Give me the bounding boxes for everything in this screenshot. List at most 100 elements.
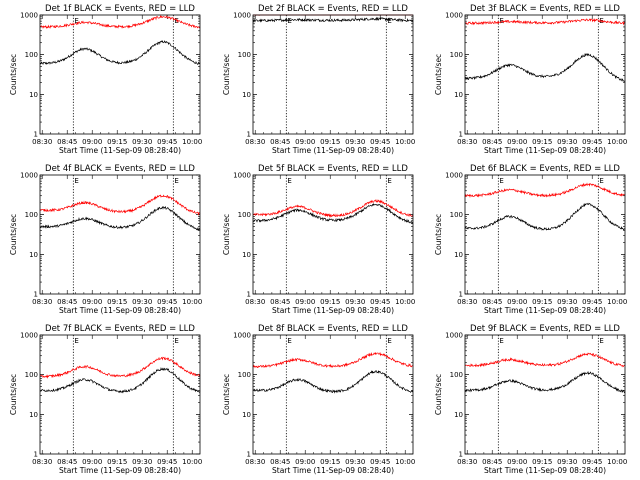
- series-line-lld: [39, 356, 201, 379]
- x-axis-label: Start Time (11-Sep-09 08:28:40): [484, 466, 606, 475]
- y-tick-label: 10: [29, 411, 38, 419]
- series-line-events: [39, 366, 201, 394]
- x-tick-label: 09:30: [557, 458, 577, 466]
- event-marker-label: E: [287, 17, 291, 25]
- x-tick-label: 09:45: [582, 138, 602, 146]
- plot-frame: [464, 334, 626, 455]
- y-tick-label: 1: [247, 291, 251, 299]
- series-line-events: [39, 40, 201, 66]
- x-axis-label: Start Time (11-Sep-09 08:28:40): [272, 146, 394, 155]
- y-tick-label: 100: [25, 51, 38, 59]
- series-line-lld: [39, 14, 201, 29]
- x-tick-label: 08:45: [482, 138, 502, 146]
- y-tick-label: 1: [247, 131, 251, 139]
- x-tick-label: 08:45: [57, 458, 77, 466]
- series-line-lld: [252, 351, 414, 369]
- x-tick-label: 09:30: [345, 298, 365, 306]
- x-axis-label: Start Time (11-Sep-09 08:28:40): [272, 466, 394, 475]
- series-line-events: [464, 370, 626, 394]
- x-tick-label: 09:30: [557, 138, 577, 146]
- series-line-events: [252, 16, 413, 23]
- x-tick-label: 08:45: [57, 138, 77, 146]
- y-tick-label: 1000: [233, 12, 251, 20]
- x-tick-label: 08:30: [457, 138, 477, 146]
- chart-panel-4: Det 4f BLACK = Events, RED = LLD 1 10 100 10…: [9, 164, 202, 315]
- x-tick-label: 08:30: [245, 458, 265, 466]
- x-tick-label: 09:15: [532, 298, 552, 306]
- plot-frame: [252, 174, 414, 295]
- x-tick-label: 09:45: [157, 458, 177, 466]
- series-line-events: [464, 202, 626, 231]
- x-tick-label: 10:00: [607, 298, 627, 306]
- x-tick-label: 08:30: [245, 298, 265, 306]
- y-tick-label: 100: [25, 371, 38, 379]
- plot-frame: [39, 334, 201, 455]
- panel-title: Det 5f BLACK = Events, RED = LLD: [258, 164, 408, 174]
- chart-panel-7: Det 7f BLACK = Events, RED = LLD 1 10 100 10…: [9, 324, 202, 475]
- x-axis-label: Start Time (11-Sep-09 08:28:40): [59, 306, 181, 315]
- x-tick-label: 10:00: [395, 298, 415, 306]
- series-line-lld: [465, 18, 626, 26]
- y-tick-label: 10: [29, 251, 38, 259]
- y-tick-label: 100: [450, 371, 463, 379]
- y-tick-label: 100: [450, 211, 463, 219]
- x-tick-label: 10:00: [607, 138, 627, 146]
- series-line-lld: [464, 352, 626, 368]
- x-tick-label: 09:30: [345, 458, 365, 466]
- event-marker-label: E: [74, 177, 78, 185]
- series-line-lld: [39, 194, 201, 216]
- y-tick-label: 1000: [20, 332, 38, 340]
- x-tick-label: 09:30: [132, 458, 152, 466]
- x-tick-label: 09:45: [582, 298, 602, 306]
- x-tick-label: 09:00: [507, 298, 527, 306]
- x-tick-label: 09:00: [295, 458, 315, 466]
- chart-panel-2: Det 2f BLACK = Events, RED = LLD 1 10 100 10…: [222, 4, 415, 155]
- x-tick-label: 09:15: [532, 458, 552, 466]
- y-tick-label: 10: [454, 91, 463, 99]
- x-tick-label: 10:00: [182, 458, 202, 466]
- x-tick-label: 09:15: [320, 458, 340, 466]
- x-tick-label: 10:00: [395, 138, 415, 146]
- y-axis-label: Counts/sec: [9, 374, 18, 415]
- x-tick-label: 09:45: [157, 138, 177, 146]
- y-tick-label: 1000: [20, 172, 38, 180]
- x-tick-label: 09:00: [82, 138, 102, 146]
- x-tick-label: 09:45: [370, 458, 390, 466]
- panel-title: Det 3f BLACK = Events, RED = LLD: [470, 4, 620, 14]
- y-tick-label: 1: [34, 451, 38, 459]
- y-tick-label: 1000: [445, 12, 463, 20]
- y-tick-label: 10: [242, 411, 251, 419]
- y-tick-label: 10: [454, 251, 463, 259]
- series-line-events: [39, 205, 201, 231]
- x-tick-label: 10:00: [182, 298, 202, 306]
- chart-panel-1: Det 1f BLACK = Events, RED = LLD 1 10 100 10…: [9, 4, 202, 155]
- y-tick-label: 10: [242, 91, 251, 99]
- x-tick-label: 09:30: [345, 138, 365, 146]
- x-tick-label: 09:45: [582, 458, 602, 466]
- x-tick-label: 09:30: [557, 298, 577, 306]
- event-marker-label: E: [387, 177, 391, 185]
- event-marker-label: E: [599, 177, 603, 185]
- x-tick-label: 09:00: [507, 138, 527, 146]
- y-tick-label: 100: [450, 51, 463, 59]
- x-tick-label: 08:45: [482, 298, 502, 306]
- series-line-events: [464, 52, 626, 82]
- chart-panel-3: Det 3f BLACK = Events, RED = LLD 1 10 100 10…: [434, 4, 627, 155]
- x-tick-label: 10:00: [607, 458, 627, 466]
- y-axis-label: Counts/sec: [222, 374, 231, 415]
- series-line-events: [252, 370, 414, 394]
- y-tick-label: 1: [247, 451, 251, 459]
- x-tick-label: 09:30: [132, 298, 152, 306]
- x-tick-label: 09:15: [107, 458, 127, 466]
- x-tick-label: 08:45: [270, 458, 290, 466]
- x-tick-label: 09:15: [320, 298, 340, 306]
- y-tick-label: 1000: [233, 332, 251, 340]
- x-axis-label: Start Time (11-Sep-09 08:28:40): [59, 146, 181, 155]
- y-tick-label: 100: [238, 51, 251, 59]
- y-tick-label: 1: [34, 291, 38, 299]
- y-tick-label: 1: [459, 131, 463, 139]
- x-tick-label: 09:15: [320, 138, 340, 146]
- y-axis-label: Counts/sec: [9, 54, 18, 95]
- chart-panel-6: Det 6f BLACK = Events, RED = LLD 1 10 100 10…: [434, 164, 627, 315]
